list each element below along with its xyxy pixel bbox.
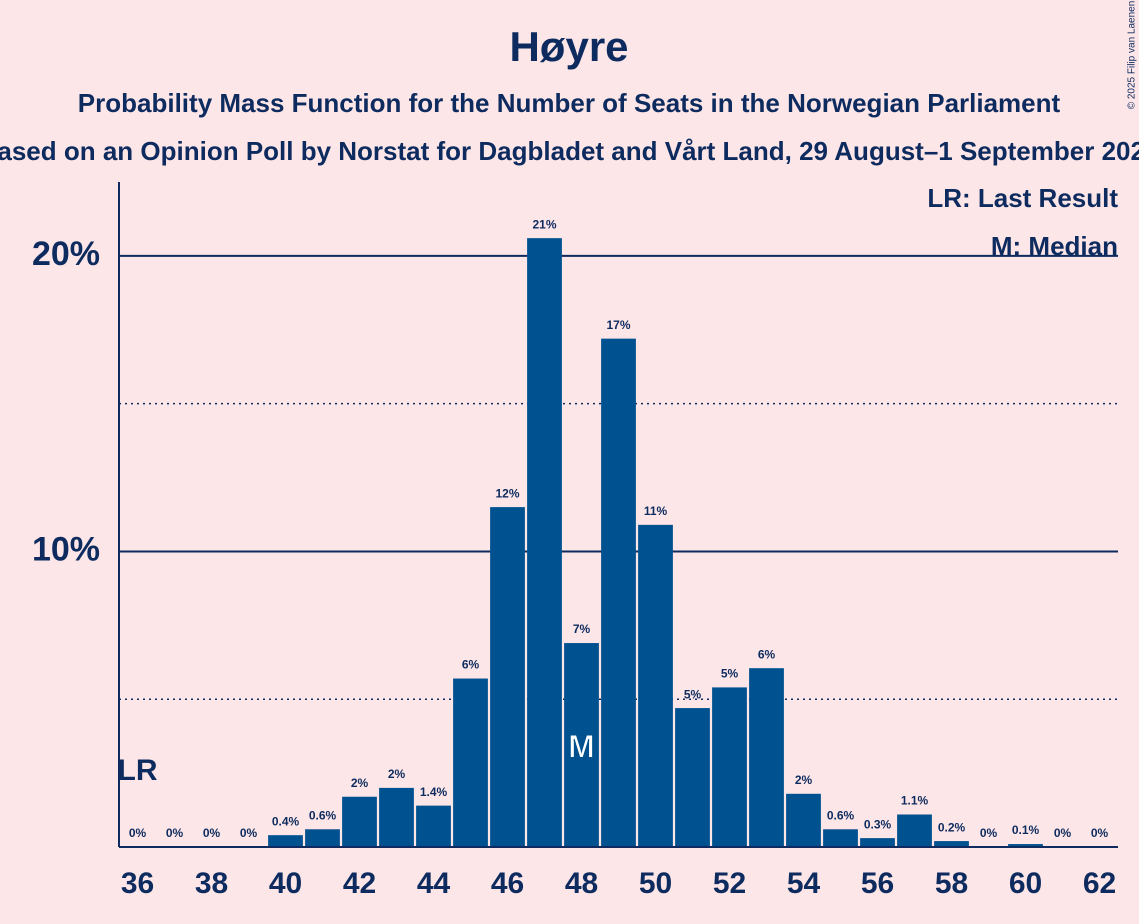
bar xyxy=(527,238,562,848)
x-tick-label: 56 xyxy=(861,867,894,900)
bar xyxy=(897,814,932,847)
value-label: 0% xyxy=(166,826,184,840)
bar xyxy=(490,507,525,847)
bar xyxy=(934,841,969,847)
x-tick-label: 38 xyxy=(195,867,228,900)
x-tick-label: 42 xyxy=(343,867,376,900)
value-label: 0.4% xyxy=(272,814,300,828)
bar xyxy=(453,678,488,847)
value-label: 0.6% xyxy=(309,808,337,822)
value-label: 11% xyxy=(644,504,668,518)
value-label: 0% xyxy=(1091,826,1109,840)
value-label: 0.6% xyxy=(827,808,855,822)
last-result-marker: LR xyxy=(118,754,158,787)
bar xyxy=(564,643,599,847)
bar xyxy=(786,793,821,847)
value-label: 0% xyxy=(203,826,221,840)
chart-subtitle: Based on an Opinion Poll by Norstat for … xyxy=(0,136,1139,166)
bar xyxy=(305,829,340,847)
median-marker: M xyxy=(568,728,595,764)
value-label: 6% xyxy=(758,647,776,661)
value-label: 0.2% xyxy=(938,820,966,834)
value-label: 1.1% xyxy=(901,794,929,808)
legend-entry: LR: Last Result xyxy=(927,183,1118,213)
x-tick-label: 36 xyxy=(121,867,154,900)
x-tick-label: 52 xyxy=(713,867,746,900)
value-label: 5% xyxy=(684,687,702,701)
y-tick-label: 10% xyxy=(32,530,100,568)
bar xyxy=(823,829,858,847)
bar xyxy=(712,687,747,847)
bar xyxy=(379,787,414,847)
bar xyxy=(416,805,451,847)
bar xyxy=(268,835,303,847)
x-tick-label: 60 xyxy=(1009,867,1042,900)
bar xyxy=(749,668,784,847)
x-tick-label: 62 xyxy=(1083,867,1116,900)
value-label: 12% xyxy=(495,486,519,500)
value-label: 2% xyxy=(795,773,813,787)
x-tick-label: 40 xyxy=(269,867,302,900)
x-tick-label: 54 xyxy=(787,867,821,900)
x-tick-label: 44 xyxy=(417,867,451,900)
bar xyxy=(601,338,636,847)
value-label: 1.4% xyxy=(420,785,448,799)
value-label: 7% xyxy=(573,622,591,636)
value-label: 21% xyxy=(532,217,556,231)
x-tick-label: 48 xyxy=(565,867,598,900)
copyright: © 2025 Filip van Laenen xyxy=(1127,1,1138,110)
chart-title: Høyre xyxy=(509,23,628,70)
value-label: 5% xyxy=(721,667,739,681)
value-label: 0.3% xyxy=(864,817,892,831)
bar xyxy=(342,796,377,847)
value-label: 17% xyxy=(606,318,630,332)
chart-subtitle: Probability Mass Function for the Number… xyxy=(78,88,1061,118)
x-tick-label: 50 xyxy=(639,867,672,900)
bar xyxy=(1008,844,1043,847)
value-label: 0.1% xyxy=(1012,823,1040,837)
value-label: 0% xyxy=(1054,826,1072,840)
value-label: 2% xyxy=(388,767,406,781)
x-tick-label: 58 xyxy=(935,867,968,900)
value-label: 0% xyxy=(240,826,258,840)
x-tick-label: 46 xyxy=(491,867,524,900)
value-label: 6% xyxy=(462,658,480,672)
value-label: 0% xyxy=(980,826,998,840)
bar xyxy=(638,524,673,847)
value-label: 2% xyxy=(351,776,369,790)
bar xyxy=(860,838,895,847)
bar xyxy=(675,708,710,847)
value-label: 0% xyxy=(129,826,147,840)
y-tick-label: 20% xyxy=(32,235,100,273)
